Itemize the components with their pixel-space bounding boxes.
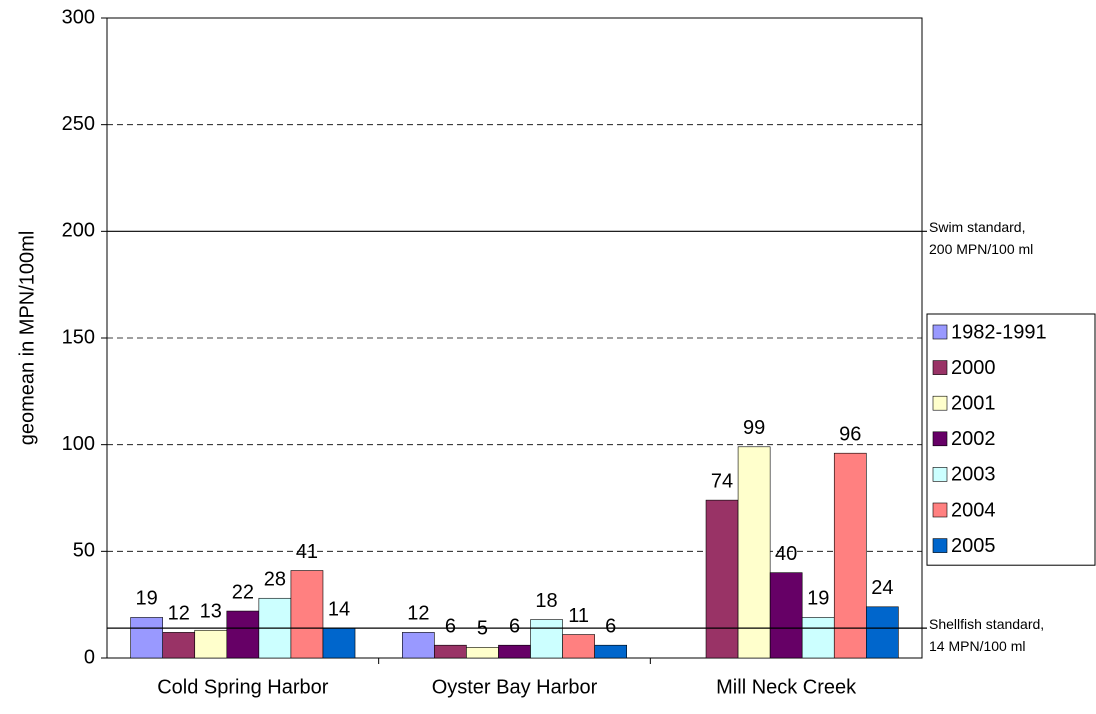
legend-label: 1982-1991	[951, 321, 1047, 343]
data-label: 12	[168, 603, 190, 625]
y-tick-label: 250	[62, 113, 95, 135]
legend-swatch	[932, 467, 948, 482]
legend-swatch	[932, 360, 948, 375]
bar	[130, 617, 163, 659]
y-tick-label: 200	[62, 220, 95, 242]
y-tick-label: 50	[73, 540, 95, 562]
y-axis-label: geomean in MPN/100ml	[16, 231, 38, 446]
bar	[322, 627, 356, 659]
legend-label: 2003	[951, 464, 996, 486]
reference-label: 200 MPN/100 ml	[929, 241, 1033, 257]
data-label: 41	[296, 541, 318, 563]
x-tick-label: Mill Neck Creek	[716, 676, 857, 698]
bar	[498, 644, 531, 659]
legend-swatch	[932, 502, 948, 518]
bar	[737, 446, 771, 659]
data-label: 18	[535, 590, 557, 612]
y-tick-label: 150	[62, 326, 95, 348]
data-label: 96	[839, 423, 861, 445]
data-label: 12	[407, 603, 429, 625]
bar	[434, 644, 467, 659]
bar	[194, 629, 228, 659]
legend-label: 2005	[951, 535, 996, 557]
data-label: 24	[871, 577, 893, 599]
bar	[705, 499, 739, 659]
data-label: 13	[200, 601, 222, 623]
data-label: 11	[568, 605, 589, 627]
legend-label: 2001	[951, 392, 996, 414]
bar	[226, 610, 260, 659]
bar	[402, 632, 435, 659]
data-label: 99	[743, 417, 765, 439]
data-label: 19	[807, 588, 829, 610]
data-label: 40	[775, 543, 797, 565]
x-tick-label: Cold Spring Harbor	[157, 676, 329, 698]
bar	[866, 606, 899, 659]
data-label: 22	[232, 581, 254, 603]
reference-label: Shellfish standard,	[929, 616, 1044, 632]
reference-label: 14 MPN/100 ml	[929, 638, 1025, 654]
data-label: 19	[136, 588, 158, 610]
x-tick-label: Oyster Bay Harbor	[432, 676, 598, 698]
bar	[530, 619, 563, 659]
y-tick-label: 100	[62, 433, 95, 455]
bar	[594, 644, 627, 659]
data-label: 28	[264, 569, 286, 591]
legend-swatch	[932, 324, 948, 340]
data-label: 14	[328, 598, 350, 620]
bar	[833, 452, 867, 659]
bar	[290, 570, 324, 659]
reference-label: Swim standard,	[929, 219, 1025, 235]
legend-swatch	[932, 538, 948, 553]
data-label: 6	[605, 615, 616, 637]
data-label: 6	[509, 615, 520, 637]
bar	[769, 572, 803, 659]
legend-swatch	[932, 431, 948, 447]
legend-swatch	[932, 395, 948, 411]
legend-label: 2004	[951, 499, 996, 521]
legend-box	[926, 313, 1096, 566]
bar	[562, 634, 595, 659]
y-tick-label: 300	[62, 6, 95, 28]
y-tick-label: 0	[84, 646, 95, 668]
bar	[162, 632, 196, 659]
data-label: 74	[711, 470, 733, 492]
data-label: 6	[445, 615, 456, 637]
legend-label: 2000	[951, 357, 996, 379]
legend-label: 2002	[951, 428, 996, 450]
bar	[466, 647, 499, 659]
bar	[801, 617, 835, 659]
